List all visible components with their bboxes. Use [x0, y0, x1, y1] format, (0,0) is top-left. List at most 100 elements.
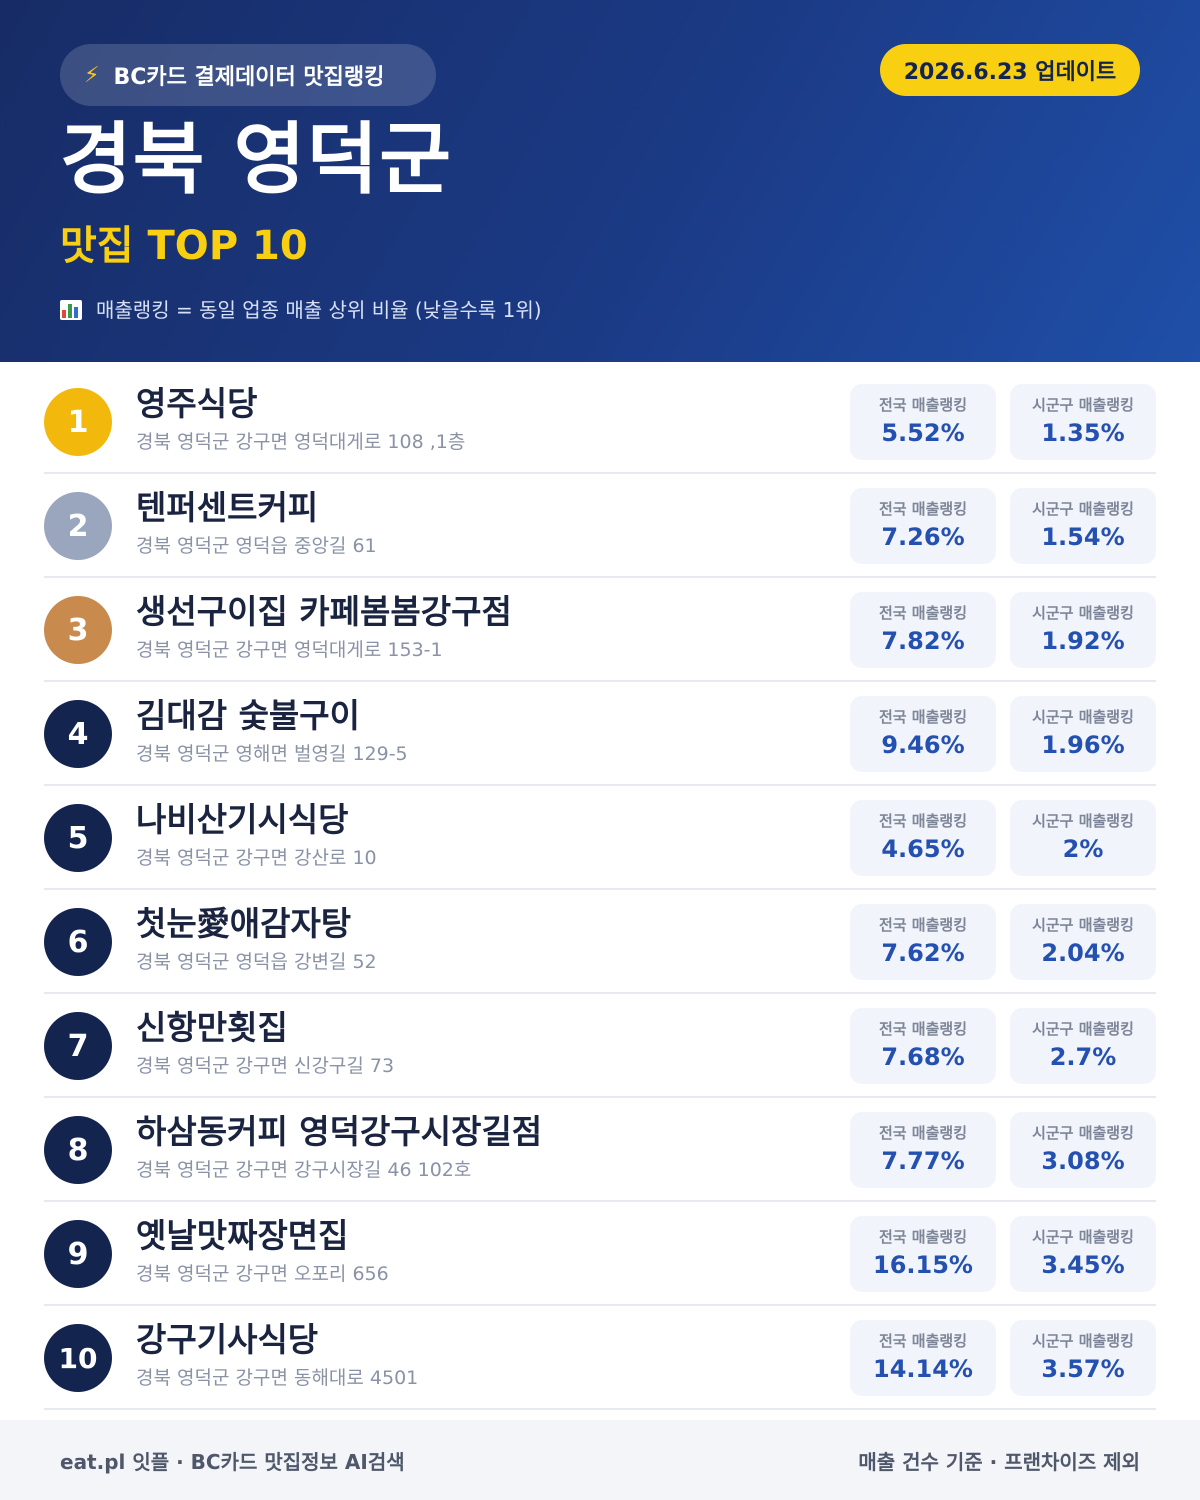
national-rank-card: 전국 매출랭킹 7.62% — [850, 904, 996, 980]
national-rank-value: 9.46% — [881, 731, 965, 759]
restaurant-address: 경북 영덕군 강구면 오포리 656 — [136, 1263, 389, 1285]
national-rank-card: 전국 매출랭킹 4.65% — [850, 800, 996, 876]
restaurant-address: 경북 영덕군 강구면 영덕대게로 153-1 — [136, 639, 443, 661]
source-badge: ⚡ BC카드 결제데이터 맛집랭킹 — [60, 44, 436, 106]
national-rank-card: 전국 매출랭킹 9.46% — [850, 696, 996, 772]
list-item[interactable]: 2 텐퍼센트커피 경북 영덕군 영덕읍 중앙길 61 전국 매출랭킹 7.26%… — [44, 474, 1156, 578]
rank-badge: 8 — [44, 1116, 112, 1184]
national-rank-card: 전국 매출랭킹 16.15% — [850, 1216, 996, 1292]
national-rank-value: 7.62% — [881, 939, 965, 967]
region-title: 경북 영덕군 — [60, 115, 452, 205]
restaurant-name[interactable]: 하삼동커피 영덕강구시장길점 — [136, 1112, 543, 1151]
national-rank-label: 전국 매출랭킹 — [878, 1124, 968, 1142]
national-rank-value: 4.65% — [881, 835, 965, 863]
national-rank-label: 전국 매출랭킹 — [878, 1228, 968, 1246]
national-rank-value: 7.77% — [881, 1147, 965, 1175]
local-rank-label: 시군구 매출랭킹 — [1032, 1020, 1134, 1038]
restaurant-name[interactable]: 첫눈愛애감자탕 — [136, 904, 352, 943]
local-rank-value: 1.35% — [1041, 419, 1125, 447]
restaurant-address: 경북 영덕군 강구면 강산로 10 — [136, 847, 377, 869]
bar-chart-icon — [60, 300, 82, 320]
national-rank-card: 전국 매출랭킹 7.68% — [850, 1008, 996, 1084]
national-rank-label: 전국 매출랭킹 — [878, 708, 968, 726]
restaurant-address: 경북 영덕군 영해면 벌영길 129-5 — [136, 743, 408, 765]
list-item[interactable]: 7 신항만횟집 경북 영덕군 강구면 신강구길 73 전국 매출랭킹 7.68%… — [44, 994, 1156, 1098]
local-rank-card: 시군구 매출랭킹 3.45% — [1010, 1216, 1156, 1292]
restaurant-name[interactable]: 텐퍼센트커피 — [136, 488, 319, 527]
list-item[interactable]: 4 김대감 숯불구이 경북 영덕군 영해면 벌영길 129-5 전국 매출랭킹 … — [44, 682, 1156, 786]
ranking-note: 매출랭킹 = 동일 업종 매출 상위 비율 (낮을수록 1위) — [60, 294, 542, 326]
national-rank-card: 전국 매출랭킹 14.14% — [850, 1320, 996, 1396]
national-rank-value: 7.82% — [881, 627, 965, 655]
list-item[interactable]: 6 첫눈愛애감자탕 경북 영덕군 영덕읍 강변길 52 전국 매출랭킹 7.62… — [44, 890, 1156, 994]
national-rank-label: 전국 매출랭킹 — [878, 500, 968, 518]
national-rank-label: 전국 매출랭킹 — [878, 1020, 968, 1038]
ranking-note-text: 매출랭킹 = 동일 업종 매출 상위 비율 (낮을수록 1위) — [96, 298, 542, 322]
local-rank-card: 시군구 매출랭킹 1.35% — [1010, 384, 1156, 460]
list-item[interactable]: 8 하삼동커피 영덕강구시장길점 경북 영덕군 강구면 강구시장길 46 102… — [44, 1098, 1156, 1202]
restaurant-name[interactable]: 옛날맛짜장면집 — [136, 1216, 349, 1255]
footer-source: eat.pl 잇플 · BC카드 맛집정보 AI검색 — [60, 1449, 405, 1474]
restaurant-address: 경북 영덕군 강구면 신강구길 73 — [136, 1055, 395, 1077]
rank-badge: 10 — [44, 1324, 112, 1392]
list-item[interactable]: 10 강구기사식당 경북 영덕군 강구면 동해대로 4501 전국 매출랭킹 1… — [44, 1306, 1156, 1410]
lightning-icon: ⚡ — [84, 62, 100, 88]
rank-badge: 2 — [44, 492, 112, 560]
national-rank-label: 전국 매출랭킹 — [878, 604, 968, 622]
local-rank-label: 시군구 매출랭킹 — [1032, 500, 1134, 518]
restaurant-address: 경북 영덕군 강구면 영덕대게로 108 ,1층 — [136, 431, 466, 453]
national-rank-value: 7.26% — [881, 523, 965, 551]
local-rank-label: 시군구 매출랭킹 — [1032, 1332, 1134, 1350]
footer-criteria: 매출 건수 기준 · 프랜차이즈 제외 — [858, 1449, 1140, 1474]
local-rank-value: 1.54% — [1041, 523, 1125, 551]
restaurant-name[interactable]: 김대감 숯불구이 — [136, 696, 361, 735]
local-rank-value: 3.45% — [1041, 1251, 1125, 1279]
restaurant-address: 경북 영덕군 영덕읍 강변길 52 — [136, 951, 377, 973]
local-rank-card: 시군구 매출랭킹 1.96% — [1010, 696, 1156, 772]
footer: eat.pl 잇플 · BC카드 맛집정보 AI검색 매출 건수 기준 · 프랜… — [0, 1420, 1200, 1500]
local-rank-label: 시군구 매출랭킹 — [1032, 812, 1134, 830]
header-banner: ⚡ BC카드 결제데이터 맛집랭킹 2026.6.23 업데이트 경북 영덕군 … — [0, 0, 1200, 362]
local-rank-card: 시군구 매출랭킹 3.57% — [1010, 1320, 1156, 1396]
local-rank-label: 시군구 매출랭킹 — [1032, 604, 1134, 622]
local-rank-label: 시군구 매출랭킹 — [1032, 916, 1134, 934]
local-rank-card: 시군구 매출랭킹 2.04% — [1010, 904, 1156, 980]
local-rank-card: 시군구 매출랭킹 2% — [1010, 800, 1156, 876]
restaurant-address: 경북 영덕군 강구면 동해대로 4501 — [136, 1367, 419, 1389]
local-rank-card: 시군구 매출랭킹 2.7% — [1010, 1008, 1156, 1084]
list-item[interactable]: 5 나비산기시식당 경북 영덕군 강구면 강산로 10 전국 매출랭킹 4.65… — [44, 786, 1156, 890]
local-rank-card: 시군구 매출랭킹 3.08% — [1010, 1112, 1156, 1188]
source-badge-text: BC카드 결제데이터 맛집랭킹 — [113, 65, 385, 90]
restaurant-name[interactable]: 강구기사식당 — [136, 1320, 319, 1359]
local-rank-value: 1.96% — [1041, 731, 1125, 759]
local-rank-card: 시군구 매출랭킹 1.92% — [1010, 592, 1156, 668]
national-rank-value: 16.15% — [873, 1251, 973, 1279]
local-rank-card: 시군구 매출랭킹 1.54% — [1010, 488, 1156, 564]
list-item[interactable]: 9 옛날맛짜장면집 경북 영덕군 강구면 오포리 656 전국 매출랭킹 16.… — [44, 1202, 1156, 1306]
restaurant-name[interactable]: 생선구이집 카페봄봄강구점 — [136, 592, 512, 631]
list-item[interactable]: 1 영주식당 경북 영덕군 강구면 영덕대게로 108 ,1층 전국 매출랭킹 … — [44, 370, 1156, 474]
list-item[interactable]: 3 생선구이집 카페봄봄강구점 경북 영덕군 강구면 영덕대게로 153-1 전… — [44, 578, 1156, 682]
restaurant-name[interactable]: 신항만횟집 — [136, 1008, 288, 1047]
restaurant-address: 경북 영덕군 강구면 강구시장길 46 102호 — [136, 1159, 472, 1181]
page-subtitle: 맛집 TOP 10 — [60, 223, 308, 269]
restaurant-name[interactable]: 나비산기시식당 — [136, 800, 349, 839]
rank-badge: 5 — [44, 804, 112, 872]
national-rank-label: 전국 매출랭킹 — [878, 1332, 968, 1350]
national-rank-value: 7.68% — [881, 1043, 965, 1071]
local-rank-label: 시군구 매출랭킹 — [1032, 708, 1134, 726]
restaurant-name[interactable]: 영주식당 — [136, 384, 258, 423]
local-rank-value: 2% — [1062, 835, 1104, 863]
local-rank-value: 1.92% — [1041, 627, 1125, 655]
national-rank-card: 전국 매출랭킹 5.52% — [850, 384, 996, 460]
restaurant-list: 1 영주식당 경북 영덕군 강구면 영덕대게로 108 ,1층 전국 매출랭킹 … — [44, 370, 1156, 1410]
local-rank-label: 시군구 매출랭킹 — [1032, 396, 1134, 414]
local-rank-value: 3.08% — [1041, 1147, 1125, 1175]
update-date-badge: 2026.6.23 업데이트 — [880, 44, 1140, 96]
restaurant-address: 경북 영덕군 영덕읍 중앙길 61 — [136, 535, 377, 557]
local-rank-value: 2.04% — [1041, 939, 1125, 967]
national-rank-label: 전국 매출랭킹 — [878, 812, 968, 830]
rank-badge: 6 — [44, 908, 112, 976]
local-rank-value: 3.57% — [1041, 1355, 1125, 1383]
rank-badge: 3 — [44, 596, 112, 664]
